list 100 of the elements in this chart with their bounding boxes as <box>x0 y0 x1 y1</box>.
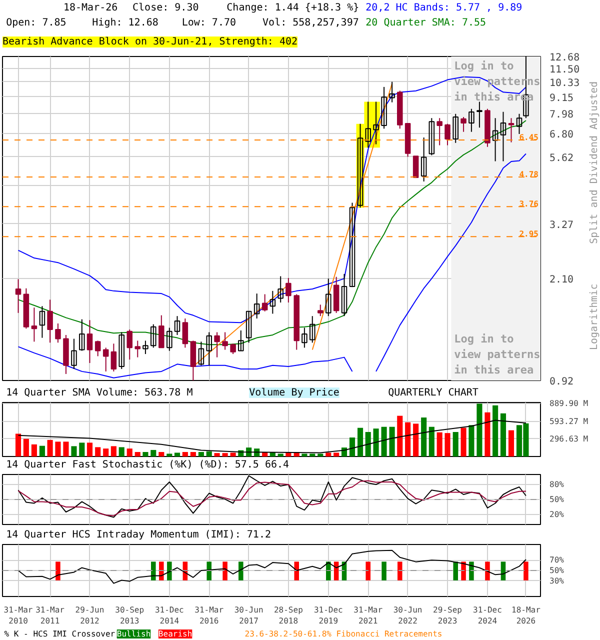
line-series <box>18 420 526 454</box>
candlestick <box>150 324 156 348</box>
text: Log in to view patterns in this area <box>454 332 540 376</box>
ref-line-label: 2.95 <box>519 230 539 239</box>
x-tick-label: 31-Mar 2016 <box>194 606 224 626</box>
bar <box>110 446 116 456</box>
bar <box>302 454 308 456</box>
bar <box>373 428 379 456</box>
candlestick <box>286 277 292 304</box>
text: Change: 1.44 {+18.3 %} <box>226 2 360 14</box>
candlestick <box>318 304 324 317</box>
y-tick-label: 889.90 M <box>550 399 588 408</box>
candlestick <box>166 327 172 352</box>
x-tick-label: 31-Mar 2021 <box>354 606 383 626</box>
candlestick <box>174 316 180 336</box>
bar <box>86 442 93 456</box>
bar <box>405 422 411 456</box>
ref-line-label: 4.78 <box>519 170 539 179</box>
candlestick <box>270 290 276 314</box>
bar <box>436 432 442 456</box>
candlestick <box>444 123 450 146</box>
bar <box>150 450 156 456</box>
bar <box>310 454 316 456</box>
x-tick-label: 29-Jun 2012 <box>75 606 104 626</box>
bar <box>31 444 37 456</box>
text: Close: 9.30 <box>132 2 199 14</box>
candlestick <box>500 111 506 162</box>
bar <box>222 453 228 456</box>
line-series <box>18 550 526 584</box>
y-tick-label: 20% <box>550 510 564 519</box>
bar <box>357 428 364 456</box>
bar <box>126 448 132 456</box>
candlestick <box>182 318 188 348</box>
candlestick <box>516 113 522 134</box>
candlestick <box>373 101 379 145</box>
y-tick-label: 9.15 <box>550 92 574 104</box>
y-tick-label: 30% <box>550 576 564 586</box>
bar <box>326 452 332 456</box>
y-tick-label: 296.63 M <box>550 434 588 444</box>
text: 20,2 HC Bands: 5.77 , 9.89 <box>366 2 522 14</box>
x-tick-label: 18-Mar 2026 <box>512 606 541 626</box>
bar <box>95 447 101 456</box>
text: Bearish <box>158 630 192 638</box>
candlestick <box>214 332 220 358</box>
candlestick <box>389 81 395 103</box>
bar <box>103 448 109 456</box>
y-tick-label: 11.50 <box>550 64 580 76</box>
bar <box>421 418 427 456</box>
bar <box>460 428 466 456</box>
candlestick <box>468 108 474 132</box>
candlestick <box>31 307 38 342</box>
candlestick <box>508 118 514 143</box>
y-tick-label: 50% <box>550 566 564 575</box>
text: Bullish <box>116 630 151 638</box>
x-tick-label: 30-Sep 2013 <box>115 606 144 626</box>
candlestick <box>341 273 348 317</box>
x-tick-label: 31-Mar 2010 <box>4 606 33 626</box>
candlestick <box>230 343 236 355</box>
text: Vol: 558,257,397 <box>262 18 359 28</box>
candlestick <box>492 118 498 162</box>
bar <box>23 438 29 456</box>
bar <box>428 426 434 456</box>
y-tick-label: 593.27 M <box>550 416 588 426</box>
chart-title: 14 Quarter SMA Volume: 563.78 M <box>6 388 193 398</box>
candlestick <box>47 299 53 344</box>
bar <box>397 416 403 456</box>
candlestick <box>198 341 204 366</box>
candlestick <box>349 202 356 288</box>
bar <box>71 446 77 456</box>
text: Low: 7.70 <box>182 18 236 28</box>
candlestick <box>79 318 85 352</box>
candlestick <box>262 294 268 312</box>
bar <box>230 452 236 456</box>
candlestick <box>326 278 332 317</box>
ref-line-label: 3.76 <box>519 200 539 209</box>
y-tick-label: 80% <box>550 480 564 489</box>
candlestick <box>158 314 164 348</box>
bar <box>182 452 188 456</box>
bar <box>166 454 172 456</box>
candlestick <box>118 332 124 370</box>
candlestick <box>94 340 101 357</box>
chart-title: Bearish Advance Block on 30-Jun-21, Strength: 402 <box>2 36 298 48</box>
bar <box>500 413 506 456</box>
bar <box>444 433 450 456</box>
bar <box>39 446 45 456</box>
bar <box>381 426 387 456</box>
bar <box>389 426 395 456</box>
bar <box>47 440 53 456</box>
candlestick <box>436 118 442 146</box>
bar <box>198 452 204 456</box>
bar <box>349 438 356 456</box>
bar <box>63 442 69 456</box>
text: Open: 7.85 <box>6 18 66 28</box>
candlestick <box>246 310 252 344</box>
bar <box>206 451 212 456</box>
text: 18-Mar-26 <box>63 2 118 14</box>
bar <box>55 442 61 456</box>
bar <box>79 442 85 456</box>
candlestick <box>86 320 93 364</box>
candlestick <box>15 278 22 314</box>
